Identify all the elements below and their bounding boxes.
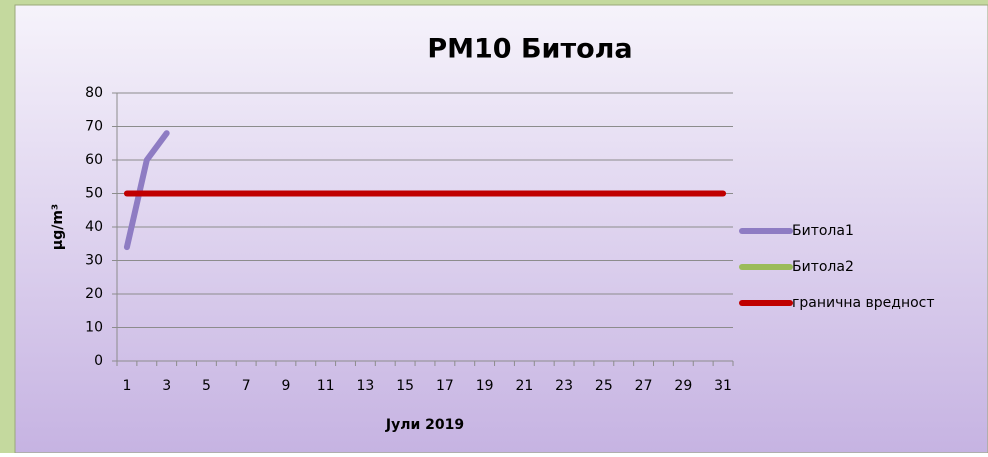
x-axis-label: Јули 2019	[385, 417, 464, 433]
y-tick-label: 20	[85, 286, 103, 302]
y-tick-label: 30	[85, 253, 103, 269]
y-tick-label: 0	[94, 353, 103, 369]
x-tick-label: 25	[595, 378, 613, 394]
y-tick-label: 40	[85, 219, 103, 235]
x-tick-label: 9	[281, 378, 290, 394]
y-tick-label: 80	[85, 85, 103, 101]
chart-panel	[14, 4, 988, 454]
x-tick-label: 1	[122, 378, 131, 394]
series-line	[123, 130, 170, 251]
y-tick-label: 50	[85, 186, 103, 202]
x-tick-label: 3	[162, 378, 171, 394]
x-tick-label: 23	[555, 378, 573, 394]
x-tick-label: 11	[317, 378, 335, 394]
x-tick-label: 19	[476, 378, 494, 394]
x-tick-label: 15	[396, 378, 414, 394]
x-tick-label: 31	[714, 378, 732, 394]
x-tick-label: 7	[242, 378, 251, 394]
x-tick-label: 13	[356, 378, 374, 394]
y-tick-label: 70	[85, 119, 103, 135]
x-tick-label: 17	[436, 378, 454, 394]
legend-label: Битола1	[792, 223, 854, 239]
chart-title: PM10 Битола	[427, 34, 632, 65]
legend-label: Битола2	[792, 259, 854, 275]
y-tick-label: 60	[85, 152, 103, 168]
y-axis-label: µg/m³	[50, 204, 66, 250]
legend-label: гранична вредност	[792, 295, 935, 311]
x-tick-label: 27	[635, 378, 653, 394]
x-tick-label: 29	[674, 378, 692, 394]
x-tick-label: 5	[202, 378, 211, 394]
y-tick-label: 10	[85, 320, 103, 336]
x-tick-label: 21	[515, 378, 533, 394]
